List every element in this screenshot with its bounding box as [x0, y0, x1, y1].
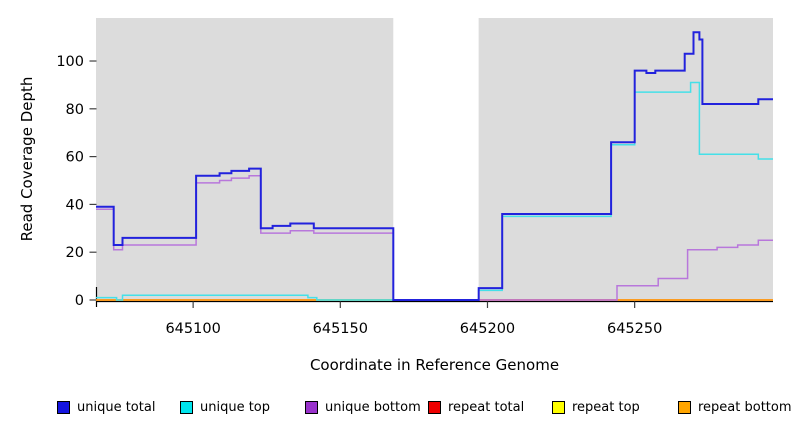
y-tick-label: 0	[75, 293, 84, 309]
legend-swatch-unique-top	[180, 401, 193, 414]
legend-swatch-repeat-bottom	[678, 401, 691, 414]
x-axis-title: Coordinate in Reference Genome	[309, 356, 560, 374]
y-axis-title: Read Coverage Depth	[18, 76, 36, 242]
x-tick-label: 645200	[460, 321, 515, 337]
legend-label: repeat bottom	[698, 400, 792, 415]
legend: unique total unique top unique bottom re…	[0, 400, 792, 422]
legend-swatch-unique-bottom	[305, 401, 318, 414]
legend-swatch-unique-total	[57, 401, 70, 414]
legend-item-unique-bottom: unique bottom	[305, 400, 421, 415]
legend-label: repeat total	[448, 400, 525, 415]
legend-label: unique top	[200, 400, 271, 415]
legend-label: repeat top	[572, 400, 640, 415]
y-tick-label: 20	[66, 245, 84, 261]
y-tick-label: 80	[66, 102, 84, 118]
legend-swatch-repeat-total	[428, 401, 441, 414]
y-tick-label: 60	[66, 150, 84, 166]
legend-swatch-repeat-top	[552, 401, 565, 414]
legend-item-repeat-total: repeat total	[428, 400, 524, 415]
legend-label: unique total	[77, 400, 156, 415]
legend-item-repeat-bottom: repeat bottom	[678, 400, 792, 415]
series-unique-total-line	[96, 31, 773, 301]
y-tick-label: 40	[66, 197, 84, 213]
legend-label: unique bottom	[325, 400, 421, 415]
masked-region	[393, 18, 479, 301]
x-tick-label: 645100	[165, 321, 220, 337]
legend-item-unique-top: unique top	[180, 400, 270, 415]
y-tick-label: 100	[56, 54, 84, 70]
x-tick-label: 645250	[607, 321, 662, 337]
x-tick-label: 645150	[313, 321, 368, 337]
legend-item-repeat-top: repeat top	[552, 400, 640, 415]
legend-item-unique-total: unique total	[57, 400, 155, 415]
